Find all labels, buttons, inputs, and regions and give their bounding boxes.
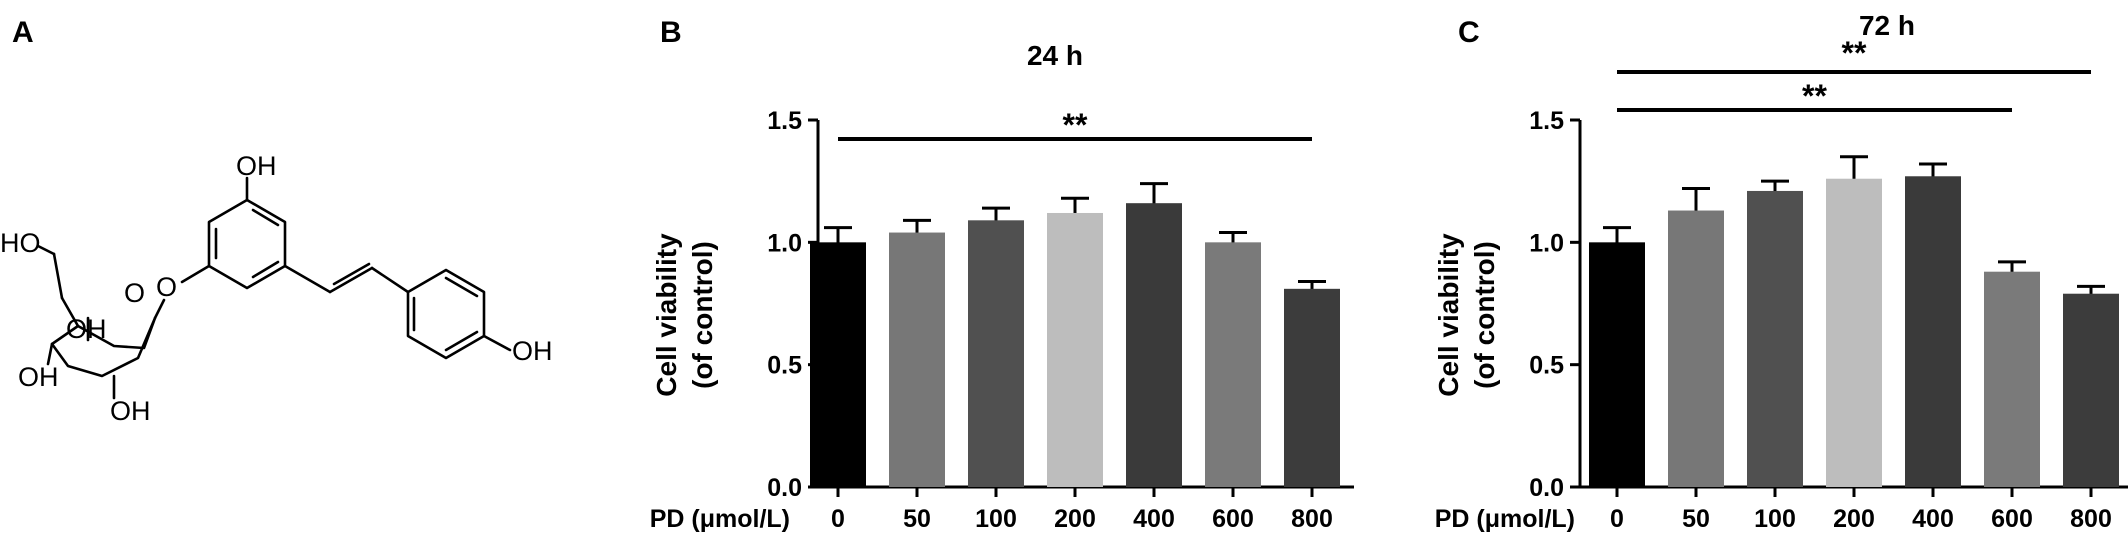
x-tick-label: 600: [1991, 505, 2033, 533]
bar-0: [1589, 242, 1645, 487]
bond-c6-oh: [52, 252, 64, 300]
ho-ch2-label: HO: [0, 228, 41, 258]
y-tick-label: 1.5: [767, 107, 802, 135]
ring-oxygen: O: [124, 278, 145, 308]
x-tick-label: 100: [1754, 505, 1796, 533]
panel-a-letter: A: [12, 16, 34, 49]
bar-50: [889, 232, 945, 487]
bond-o-anomeric: [153, 298, 166, 320]
bar-200: [1826, 178, 1882, 487]
vinyl-bond-2: [370, 266, 410, 294]
x-tick-label: 100: [975, 505, 1017, 533]
significance-label: **: [1063, 107, 1088, 143]
ring-a-double-1: [251, 208, 280, 227]
x-tick-label: 50: [903, 505, 931, 533]
x-tick-label: 400: [1912, 505, 1954, 533]
oh-glc2-label: OH: [110, 396, 151, 426]
ring-b-bonds: [406, 268, 486, 360]
x-tick-label: 200: [1054, 505, 1096, 533]
y-tick-label: 0.0: [1529, 474, 1564, 502]
x-tick-label: 50: [1682, 505, 1710, 533]
bar-600: [1205, 242, 1261, 487]
bond-ring-o: [180, 264, 211, 284]
bar-200: [1047, 212, 1103, 487]
chart-title: 72 h: [1859, 10, 1915, 41]
y-tick-label: 0.0: [767, 474, 802, 502]
y-axis-label-line2: (of control): [1469, 241, 1500, 389]
ring-a-bonds: [207, 198, 287, 290]
oh-glc4-label: OH: [66, 314, 107, 344]
bar-400: [1905, 176, 1961, 488]
y-tick-label: 0.5: [767, 352, 802, 380]
y-axis-label-line2: (of control): [687, 241, 718, 389]
x-axis-label: PD (μmol/L): [1435, 505, 1575, 533]
y-tick-label: 1.5: [1529, 107, 1564, 135]
x-tick-label: 800: [1291, 505, 1333, 533]
panel-c-letter: C: [1458, 16, 1480, 49]
chart-title: 24 h: [1027, 40, 1083, 71]
x-axis-label: PD (μmol/L): [650, 505, 790, 533]
x-tick-label: 600: [1212, 505, 1254, 533]
ring-b-double-3: [444, 330, 479, 352]
bond-ho-ch2: [36, 244, 56, 256]
vinyl-double-b: [332, 262, 371, 286]
oh-top-label: OH: [236, 151, 277, 181]
panel-b-chart: B 24 h Cell viability (of control) 0.0 0.5 1.…: [650, 16, 1354, 533]
glycosidic-o: O: [156, 272, 177, 302]
bar-50: [1668, 210, 1724, 487]
bar-800: [2063, 293, 2119, 487]
panel-b-letter: B: [660, 16, 682, 49]
x-tick-label: 800: [2070, 505, 2112, 533]
oh-phenol-label: OH: [512, 336, 553, 366]
oh-glc3-label: OH: [18, 362, 59, 392]
x-tick-label: 400: [1133, 505, 1175, 533]
x-tick-label: 0: [1610, 505, 1624, 533]
significance-label: **: [1802, 78, 1827, 114]
bond-glc3-oh: [46, 342, 54, 366]
polydatin-structure: O O: [36, 176, 512, 400]
y-tick-label: 1.0: [767, 229, 802, 257]
y-axis-label: Cell viability: [1433, 233, 1464, 397]
panel-c-chart: C 72 h Cell viability (of control) 0.0 0.5 1.…: [1433, 10, 2128, 533]
bond-oh-phenol: [482, 334, 512, 352]
bar-0: [810, 242, 866, 487]
bar-100: [968, 220, 1024, 487]
x-tick-label: 0: [831, 505, 845, 533]
y-tick-label: 0.5: [1529, 352, 1564, 380]
bond-c5-c6: [60, 296, 80, 328]
bar-600: [1984, 271, 2040, 487]
bar-800: [1284, 288, 1340, 487]
vinyl-bond-1: [283, 264, 332, 294]
x-tick-label: 200: [1833, 505, 1875, 533]
ring-b-double-2: [444, 276, 479, 298]
vinyl-double-a: [328, 266, 374, 294]
y-axis-label: Cell viability: [651, 233, 682, 397]
significance-label: **: [1842, 35, 1867, 71]
bar-400: [1126, 203, 1182, 488]
panel-a-structure: A O: [0, 16, 553, 426]
ring-a-double-2: [251, 260, 280, 279]
y-tick-label: 1.0: [1529, 229, 1564, 257]
bar-100: [1747, 190, 1803, 487]
